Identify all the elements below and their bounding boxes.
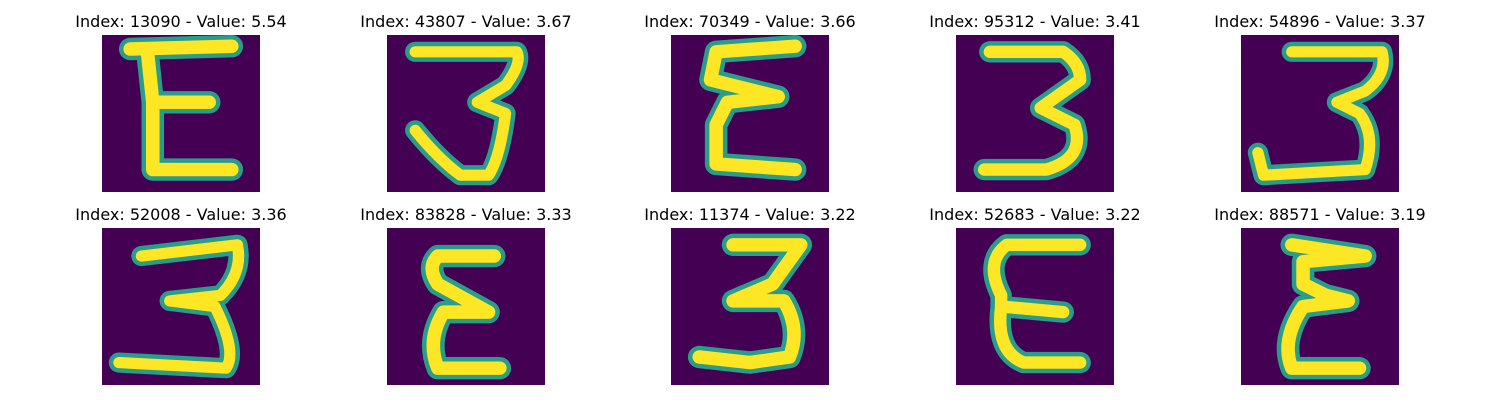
digit-3-icon	[1241, 35, 1399, 192]
panel-title: Index: 43807 - Value: 3.67	[360, 12, 572, 31]
panel-title: Index: 52683 - Value: 3.22	[929, 205, 1141, 224]
digit-3-mirrored-icon	[102, 35, 260, 192]
panel-4: Index: 95312 - Value: 3.41	[929, 13, 1141, 193]
panel-title: Index: 83828 - Value: 3.33	[360, 205, 572, 224]
digit-3-icon	[671, 228, 829, 385]
panel-10: Index: 88571 - Value: 3.19	[1214, 206, 1426, 386]
panel-1: Index: 13090 - Value: 5.54	[75, 13, 287, 193]
digit-3-mirrored-icon	[387, 228, 545, 385]
digit-3-icon	[387, 35, 545, 192]
panel-title: Index: 52008 - Value: 3.36	[75, 205, 287, 224]
panel-6: Index: 52008 - Value: 3.36	[75, 206, 287, 386]
panel-5: Index: 54896 - Value: 3.37	[1214, 13, 1426, 193]
panel-title: Index: 88571 - Value: 3.19	[1214, 205, 1426, 224]
panel-8: Index: 11374 - Value: 3.22	[644, 206, 856, 386]
digit-3-mirrored-icon	[956, 228, 1114, 385]
panel-title: Index: 95312 - Value: 3.41	[929, 12, 1141, 31]
panel-title: Index: 11374 - Value: 3.22	[644, 205, 856, 224]
digit-3-mirrored-icon	[671, 35, 829, 192]
panel-2: Index: 43807 - Value: 3.67	[360, 13, 572, 193]
panel-9: Index: 52683 - Value: 3.22	[929, 206, 1141, 386]
panel-title: Index: 70349 - Value: 3.66	[644, 12, 856, 31]
panel-title: Index: 54896 - Value: 3.37	[1214, 12, 1426, 31]
digit-3-icon	[102, 228, 260, 385]
digit-3-icon	[956, 35, 1114, 192]
panel-title: Index: 13090 - Value: 5.54	[75, 12, 287, 31]
panel-3: Index: 70349 - Value: 3.66	[644, 13, 856, 193]
panel-7: Index: 83828 - Value: 3.33	[360, 206, 572, 386]
digit-3-mirrored-icon	[1241, 228, 1399, 385]
